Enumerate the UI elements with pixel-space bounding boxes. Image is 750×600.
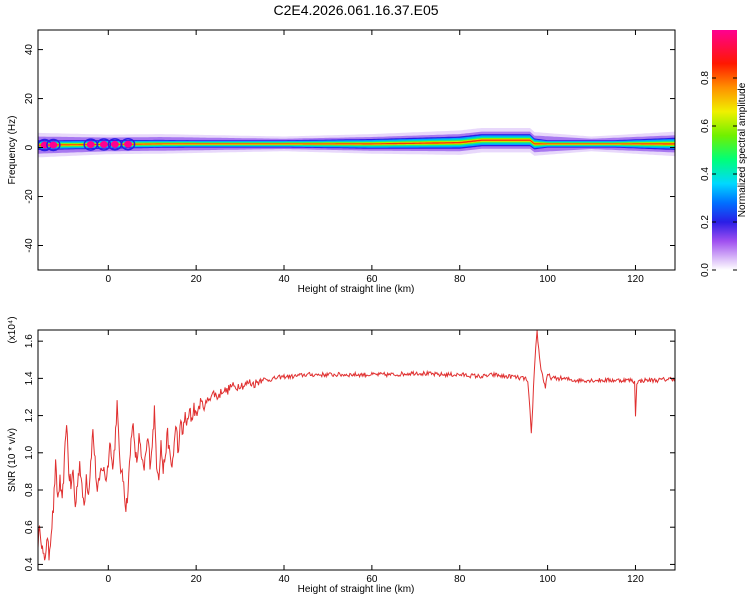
y-tick-label: 1.6 xyxy=(24,334,35,348)
x-tick-label: 120 xyxy=(627,574,644,585)
y-tick-label: 0 xyxy=(24,144,35,150)
colorbar-tick-label: 0.2 xyxy=(700,215,711,229)
y-tick-label: 0.6 xyxy=(24,520,35,534)
snr-y-multiplier: (x10⁴) xyxy=(7,316,18,343)
x-tick-label: 80 xyxy=(454,574,466,585)
spectrogram-peak-blob xyxy=(99,140,108,148)
y-tick-label: 1.4 xyxy=(24,371,35,385)
x-tick-label: 20 xyxy=(191,274,203,285)
x-tick-label: 0 xyxy=(106,574,112,585)
spectrogram-peak-blob xyxy=(49,141,58,149)
x-tick-label: 60 xyxy=(366,274,378,285)
x-tick-label: 80 xyxy=(454,274,466,285)
y-tick-label: 1.2 xyxy=(24,408,35,422)
snr-y-label: SNR (10 * v/v) xyxy=(7,428,18,492)
colorbar-tick-label: 0.6 xyxy=(700,119,711,133)
colorbar-tick-label: 0.8 xyxy=(700,71,711,85)
x-tick-label: 120 xyxy=(627,274,644,285)
spectrogram-y-axis: -40 -20 0 20 40 xyxy=(24,44,675,253)
y-tick-label: 40 xyxy=(24,44,35,56)
spectrogram-peak-ring xyxy=(96,138,112,151)
snr-plot-area xyxy=(38,330,675,570)
x-tick-label: 0 xyxy=(106,274,112,285)
spectrogram-x-label: Height of straight line (km) xyxy=(298,284,415,295)
spectrogram-panel: 0 20 40 60 80 100 120 -40 -20 0 20 40 Height of st… xyxy=(7,29,676,295)
snr-series-line xyxy=(38,330,675,561)
snr-x-label: Height of straight line (km) xyxy=(298,584,415,595)
spectrogram-peak-ring xyxy=(120,137,136,151)
snr-panel: 0 20 40 60 80 100 120 0.4 0.6 0.8 1.0 1.2 1.4 1.6 He… xyxy=(7,316,676,595)
colorbar: 0.0 0.2 0.4 0.6 0.8 Normalized spectral ampl… xyxy=(700,30,748,277)
x-tick-label: 100 xyxy=(539,574,556,585)
spectrogram-peak-blob xyxy=(86,141,95,149)
y-tick-label: 0.8 xyxy=(24,483,35,497)
colorbar-label: Normalized spectral amplitude xyxy=(737,82,748,217)
colorbar-tick-label: 0.0 xyxy=(700,263,711,277)
x-tick-label: 20 xyxy=(191,574,203,585)
spectrogram-heatmap xyxy=(38,128,675,158)
snr-y-axis: 0.4 0.6 0.8 1.0 1.2 1.4 1.6 xyxy=(24,334,675,571)
spectrogram-x-axis: 0 20 40 60 80 100 120 xyxy=(106,30,644,285)
colorbar-gradient xyxy=(712,30,737,270)
y-tick-label: -20 xyxy=(24,189,35,204)
colorbar-tick-label: 0.4 xyxy=(700,167,711,181)
spectrogram-frame xyxy=(37,29,676,271)
x-tick-label: 100 xyxy=(539,274,556,285)
x-tick-label: 40 xyxy=(278,274,290,285)
spectrogram-peak-blob xyxy=(124,140,133,148)
y-tick-label: -40 xyxy=(24,238,35,253)
figure-title: C2E4.2026.061.16.37.E05 xyxy=(273,2,438,18)
spectrogram-peak-ring xyxy=(46,138,61,152)
y-tick-label: 1.0 xyxy=(24,445,35,459)
colorbar-ticks: 0.0 0.2 0.4 0.6 0.8 xyxy=(700,71,737,277)
spectrogram-band-7 xyxy=(38,139,675,146)
x-tick-label: 40 xyxy=(278,574,290,585)
y-tick-label: 20 xyxy=(24,93,35,105)
x-tick-label: 60 xyxy=(366,574,378,585)
spectrogram-y-label: Frequency (Hz) xyxy=(7,116,18,185)
y-tick-label: 0.4 xyxy=(24,557,35,571)
snr-frame xyxy=(37,329,676,571)
spectrogram-peak-blob xyxy=(110,140,119,148)
snr-x-axis: 0 20 40 60 80 100 120 xyxy=(106,330,644,585)
